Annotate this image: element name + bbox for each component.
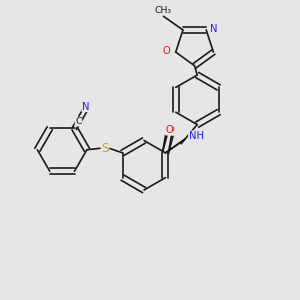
Text: O: O: [165, 125, 173, 135]
Text: O: O: [167, 125, 174, 135]
Text: O: O: [163, 46, 170, 56]
Text: NH: NH: [189, 131, 204, 141]
Text: CH₃: CH₃: [154, 6, 171, 15]
Text: S: S: [101, 142, 109, 155]
Text: N: N: [210, 24, 217, 34]
Text: C: C: [75, 117, 82, 126]
Text: N: N: [82, 102, 89, 112]
